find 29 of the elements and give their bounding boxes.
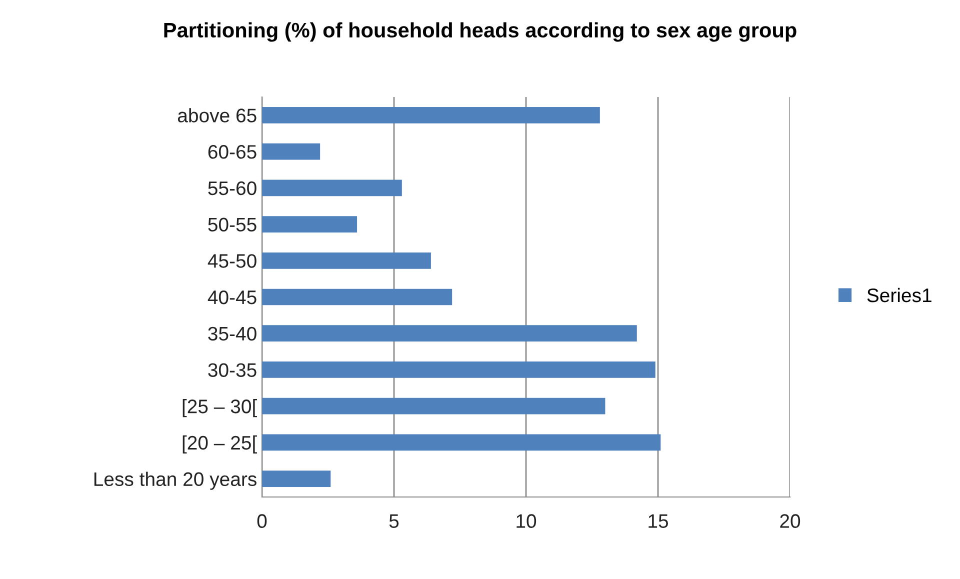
y-tick-label: 50-55 — [208, 218, 256, 232]
bar — [262, 470, 331, 487]
bar — [262, 398, 606, 414]
x-tick-label: 5 — [389, 514, 399, 528]
x-tick-label: 0 — [257, 514, 267, 528]
bar — [262, 180, 402, 196]
y-tick-label: Less than 20 years — [94, 472, 256, 490]
bar — [262, 143, 320, 160]
y-tick-label: 55-60 — [208, 181, 256, 196]
bar — [262, 362, 656, 378]
legend-label: Series1 — [867, 288, 932, 302]
y-tick-label: 45-50 — [208, 254, 256, 268]
y-tick-label: 60-65 — [208, 145, 256, 159]
chart-title: Partitioning (%) of household heads according to sex age group — [164, 22, 796, 42]
y-tick-label: [20 – 25[ — [182, 435, 257, 454]
x-tick-label: 15 — [648, 514, 668, 528]
bar — [262, 434, 661, 451]
y-tick-label: 40-45 — [208, 290, 256, 304]
bar — [262, 288, 452, 306]
y-tick-label: above 65 — [178, 108, 256, 122]
bar — [262, 252, 431, 269]
y-tick-label: [25 – 30[ — [182, 399, 257, 418]
bar — [262, 325, 637, 342]
x-tick-label: 20 — [780, 514, 800, 528]
y-tick-label: 35-40 — [208, 326, 256, 341]
bar — [262, 216, 358, 232]
bar — [262, 107, 600, 124]
x-tick-label: 10 — [516, 514, 536, 528]
y-tick-label: 30-35 — [208, 363, 256, 377]
